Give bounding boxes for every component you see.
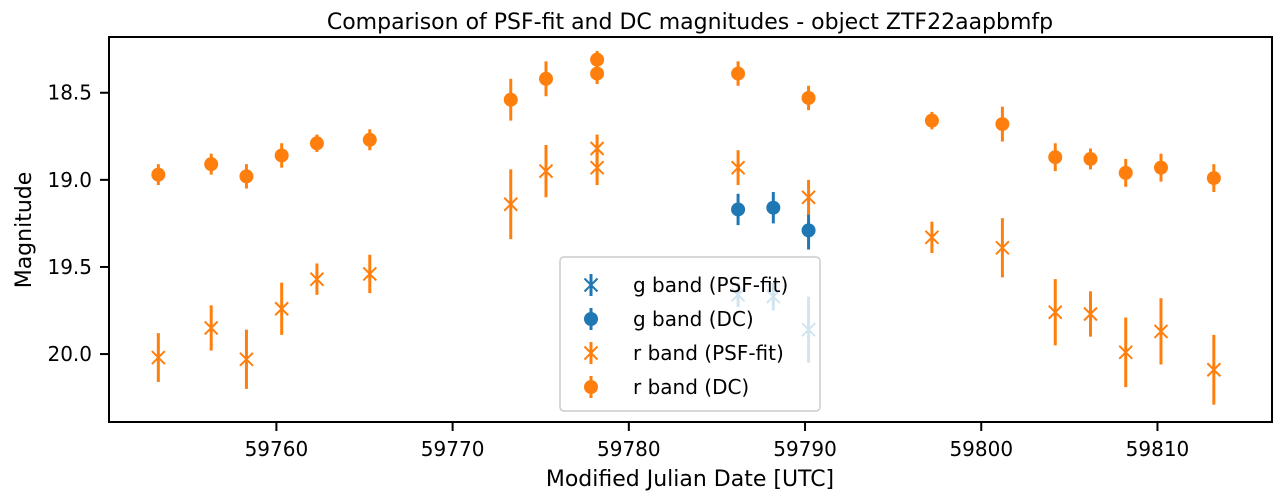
x-tick-label: 59810 xyxy=(1126,437,1190,461)
y-axis-label: Magnitude xyxy=(12,172,37,289)
data-point-marker xyxy=(539,72,553,86)
data-point-marker xyxy=(239,169,253,183)
series-1 xyxy=(731,192,815,249)
data-point-marker xyxy=(1084,152,1098,166)
legend-marker xyxy=(584,380,598,394)
data-point-marker xyxy=(310,136,324,150)
data-point-marker xyxy=(590,67,604,81)
x-axis-label: Modified Julian Date [UTC] xyxy=(546,467,834,492)
legend-label: r band (PSF-fit) xyxy=(633,341,784,365)
data-point-marker xyxy=(1207,171,1221,185)
data-point-marker xyxy=(995,117,1009,131)
y-tick-label: 19.5 xyxy=(47,255,92,279)
data-point-marker xyxy=(925,114,939,128)
data-point-marker xyxy=(363,133,377,147)
x-tick-label: 59780 xyxy=(597,437,661,461)
data-point-marker xyxy=(204,157,218,171)
data-point-marker xyxy=(802,91,816,105)
x-tick-label: 59800 xyxy=(949,437,1013,461)
chart-title: Comparison of PSF-fit and DC magnitudes … xyxy=(327,10,1053,35)
data-point-marker xyxy=(151,168,165,182)
data-point-marker xyxy=(766,201,780,215)
x-tick-label: 59760 xyxy=(245,437,309,461)
data-point-marker xyxy=(275,148,289,162)
legend-label: g band (DC) xyxy=(633,307,754,331)
series-3 xyxy=(151,51,1221,192)
y-axis: 18.5 19.0 19.5 20.0 xyxy=(47,81,109,366)
data-point-marker xyxy=(1048,150,1062,164)
data-point-marker xyxy=(731,67,745,81)
data-point-marker xyxy=(731,202,745,216)
legend: g band (PSF-fit) g band (DC) r band (PSF-f… xyxy=(560,257,820,411)
x-axis: 59760 59770 59780 59790 59800 59810 xyxy=(245,422,1190,461)
legend-label: g band (PSF-fit) xyxy=(633,273,788,297)
legend-marker xyxy=(584,312,598,326)
data-point-marker xyxy=(1119,166,1133,180)
y-tick-label: 19.0 xyxy=(47,168,92,192)
data-point-marker xyxy=(802,223,816,237)
x-tick-label: 59770 xyxy=(421,437,485,461)
y-tick-label: 18.5 xyxy=(47,81,92,105)
x-tick-label: 59790 xyxy=(773,437,837,461)
data-point-marker xyxy=(504,93,518,107)
legend-label: r band (DC) xyxy=(633,375,749,399)
y-tick-label: 20.0 xyxy=(47,342,92,366)
data-point-marker xyxy=(1154,161,1168,175)
